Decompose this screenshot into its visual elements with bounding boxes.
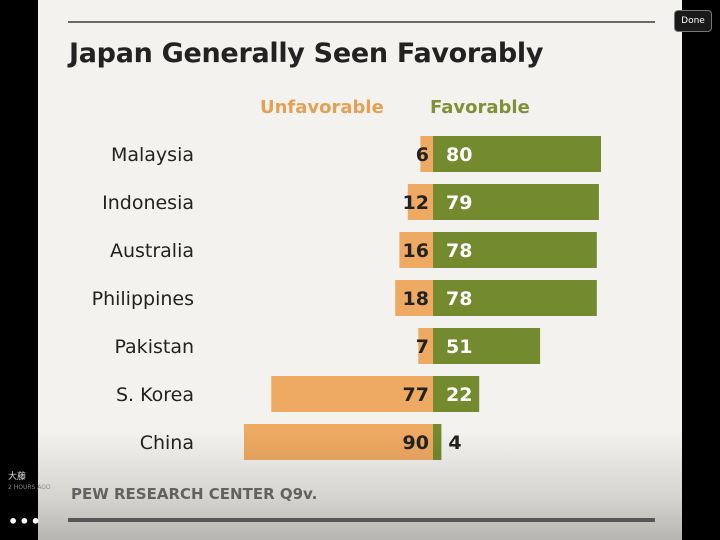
value-label-favorable: 22 <box>446 384 472 406</box>
value-label-unfavorable: 90 <box>403 432 429 454</box>
bar-unfavorable <box>395 280 433 316</box>
value-label-favorable: 78 <box>446 288 472 310</box>
category-label: Australia <box>110 240 194 262</box>
value-label-unfavorable: 6 <box>416 144 429 166</box>
category-label: S. Korea <box>116 384 194 406</box>
chart-slide: Japan Generally Seen Favorably Unfavorab… <box>38 0 682 540</box>
bottom-rule <box>68 518 655 522</box>
bar-unfavorable <box>418 328 433 364</box>
category-label: Philippines <box>92 288 194 310</box>
bar-chart: Malaysia 6 80 Indonesia 12 79 Australia 16 78 Phi… <box>92 136 601 460</box>
bar-unfavorable <box>399 232 433 268</box>
poster-name: 大藤 <box>8 472 27 482</box>
bar-favorable <box>433 424 442 460</box>
bar-unfavorable <box>407 184 433 220</box>
value-label-favorable: 78 <box>446 240 472 262</box>
value-label-unfavorable: 12 <box>403 192 429 214</box>
more-options-button[interactable]: ••• <box>8 512 42 531</box>
value-label-unfavorable: 77 <box>403 384 429 406</box>
category-label: Pakistan <box>114 336 194 358</box>
value-label-unfavorable: 7 <box>416 336 429 358</box>
bar-favorable <box>433 136 601 172</box>
value-label-unfavorable: 18 <box>403 288 429 310</box>
bar-favorable <box>433 280 597 316</box>
value-label-unfavorable: 16 <box>403 240 429 262</box>
post-time: 2 HOURS AGO <box>8 484 51 491</box>
value-label-favorable: 79 <box>446 192 472 214</box>
category-label: China <box>140 432 194 454</box>
legend-unfavorable: Unfavorable <box>260 97 384 118</box>
value-label-favorable: 51 <box>446 336 472 358</box>
chart-title: Japan Generally Seen Favorably <box>69 38 544 69</box>
bar-unfavorable <box>271 376 433 412</box>
bar-favorable <box>433 232 597 268</box>
bar-unfavorable <box>420 136 433 172</box>
bar-favorable <box>433 376 480 412</box>
bar-unfavorable <box>244 424 433 460</box>
source-note: PEW RESEARCH CENTER Q9v. <box>71 485 318 503</box>
bar-favorable <box>433 184 599 220</box>
top-rule <box>68 21 655 23</box>
value-label-favorable: 4 <box>448 432 461 454</box>
bar-favorable <box>433 328 541 364</box>
value-label-favorable: 80 <box>446 144 472 166</box>
done-button[interactable]: Done <box>674 10 712 32</box>
category-label: Indonesia <box>102 192 194 214</box>
legend-favorable: Favorable <box>430 97 530 118</box>
category-label: Malaysia <box>111 144 194 166</box>
